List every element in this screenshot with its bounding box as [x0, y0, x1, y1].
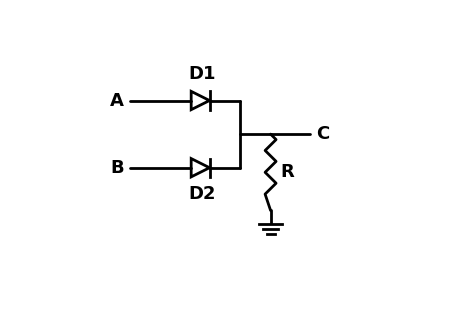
Text: A: A — [110, 91, 124, 109]
Polygon shape — [191, 91, 210, 110]
Text: R: R — [281, 163, 294, 181]
Polygon shape — [191, 159, 210, 177]
Text: D1: D1 — [188, 65, 216, 83]
Text: B: B — [110, 159, 124, 177]
Text: D2: D2 — [188, 185, 216, 203]
Text: C: C — [316, 125, 329, 143]
